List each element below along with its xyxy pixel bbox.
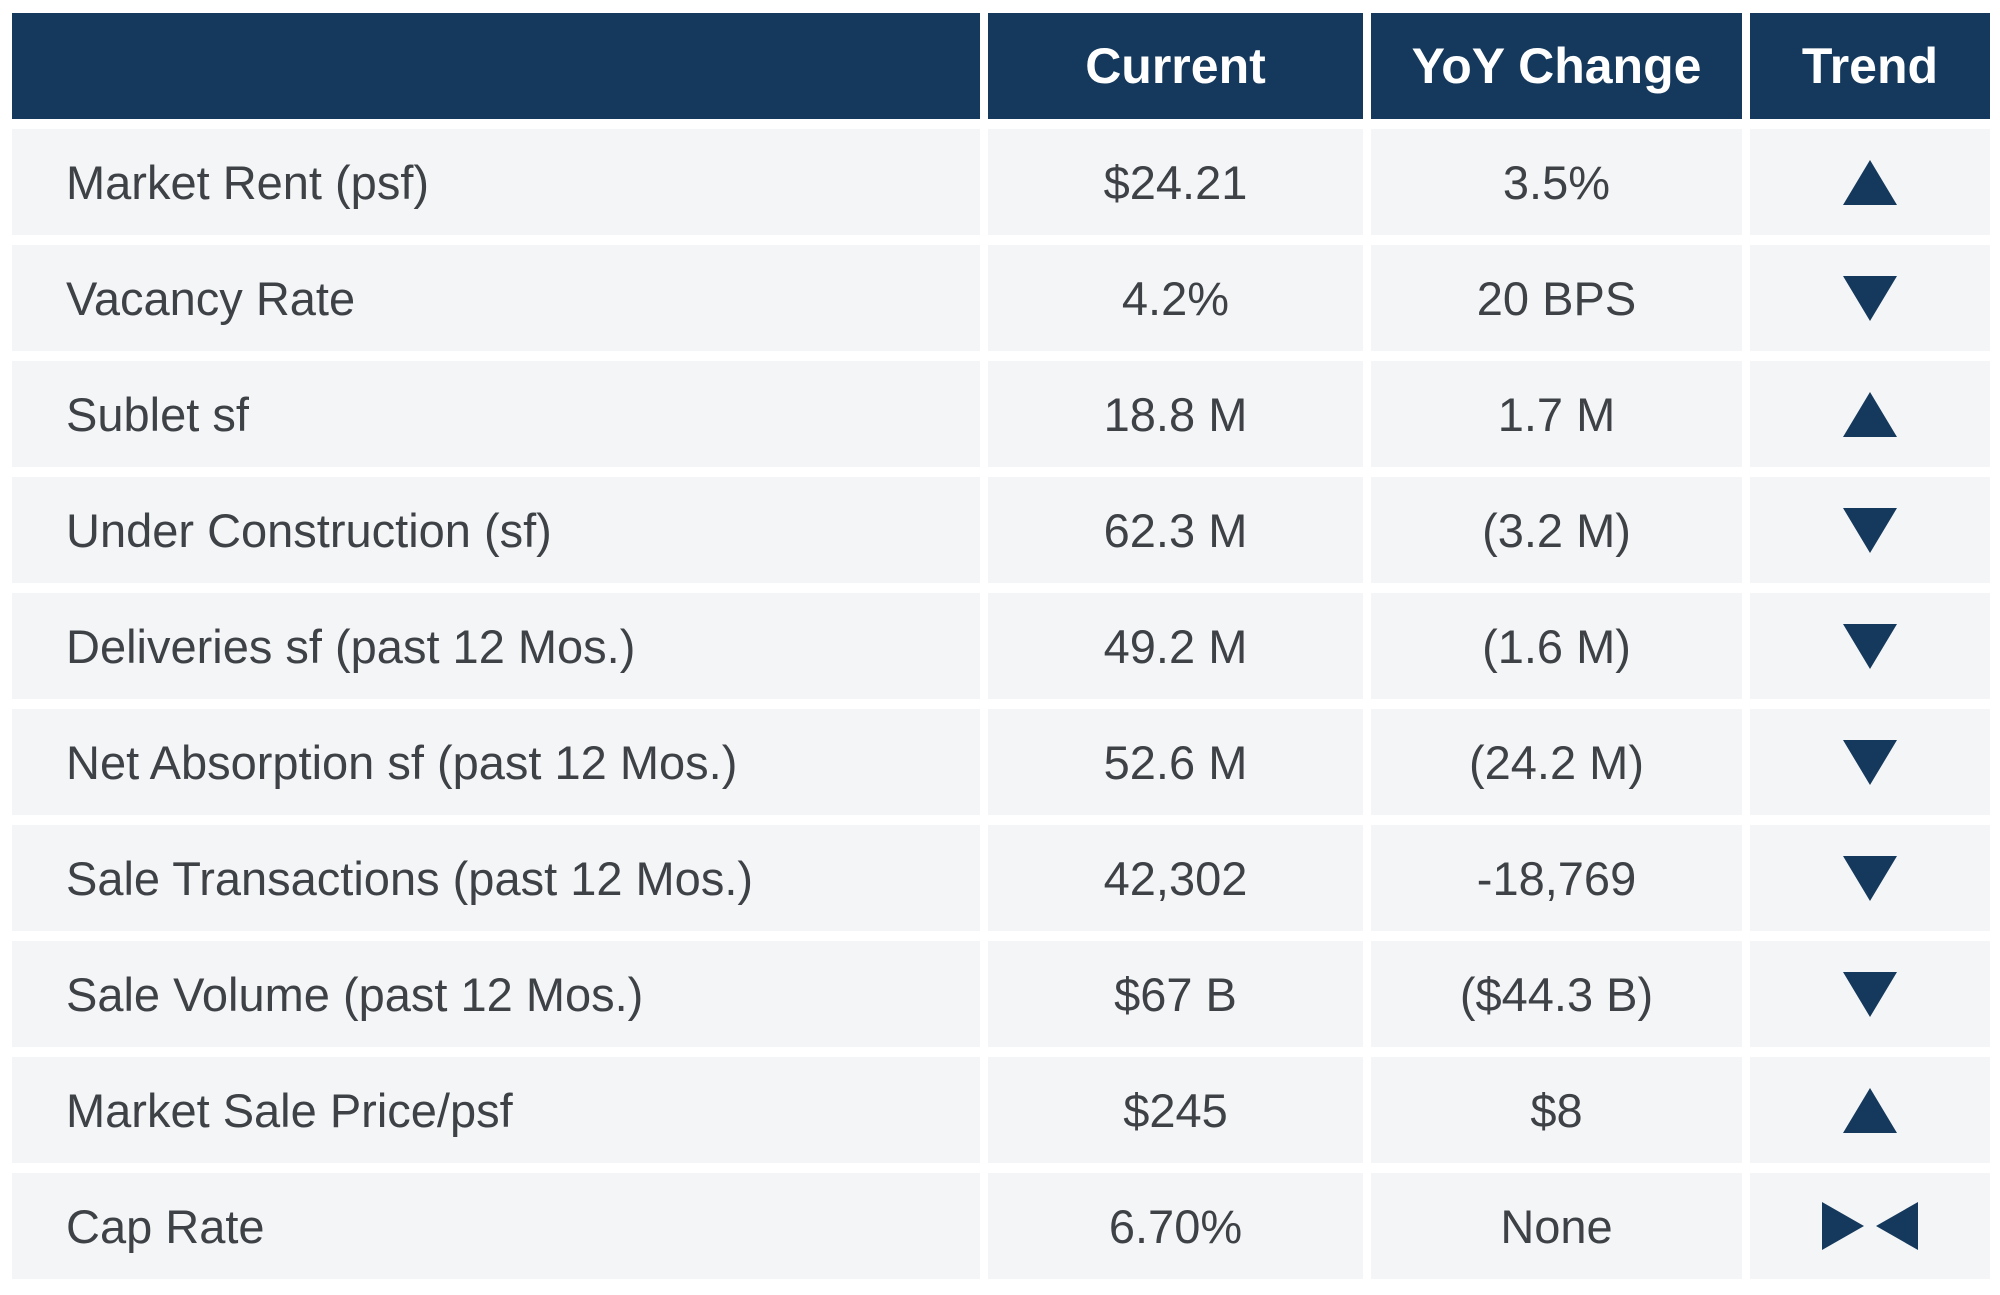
trend-cell bbox=[1750, 593, 1990, 699]
trend-flat-icon bbox=[1822, 1202, 1918, 1250]
trend-cell bbox=[1750, 477, 1990, 583]
metric-label-cell: Deliveries sf (past 12 Mos.) bbox=[12, 593, 980, 699]
trend-cell bbox=[1750, 709, 1990, 815]
current-value-cell: 18.8 M bbox=[988, 361, 1363, 467]
yoy-change-value-cell: 3.5% bbox=[1371, 129, 1742, 235]
trend-up-icon bbox=[1843, 391, 1897, 437]
trend-down-icon bbox=[1843, 275, 1897, 321]
current-value-cell: 6.70% bbox=[988, 1173, 1363, 1279]
yoy-change-value-cell: 20 BPS bbox=[1371, 245, 1742, 351]
trend-up-icon bbox=[1843, 159, 1897, 205]
trend-cell bbox=[1750, 825, 1990, 931]
metric-label-cell: Net Absorption sf (past 12 Mos.) bbox=[12, 709, 980, 815]
trend-down-icon bbox=[1843, 971, 1897, 1017]
metric-label-cell: Sale Volume (past 12 Mos.) bbox=[12, 941, 980, 1047]
trend-down-icon bbox=[1843, 739, 1897, 785]
metric-label-cell: Vacancy Rate bbox=[12, 245, 980, 351]
trend-down-icon bbox=[1843, 623, 1897, 669]
trend-cell bbox=[1750, 361, 1990, 467]
current-value-cell: $24.21 bbox=[988, 129, 1363, 235]
trend-cell bbox=[1750, 129, 1990, 235]
header-cell-trend: Trend bbox=[1750, 13, 1990, 119]
current-value-cell: 4.2% bbox=[988, 245, 1363, 351]
header-cell-metric bbox=[12, 13, 980, 119]
trend-cell bbox=[1750, 245, 1990, 351]
yoy-change-value-cell: $8 bbox=[1371, 1057, 1742, 1163]
trend-down-icon bbox=[1843, 507, 1897, 553]
trend-up-icon bbox=[1843, 1087, 1897, 1133]
trend-down-icon bbox=[1843, 855, 1897, 901]
metric-label-cell: Market Sale Price/psf bbox=[12, 1057, 980, 1163]
header-cell-current: Current bbox=[988, 13, 1363, 119]
metric-label-cell: Market Rent (psf) bbox=[12, 129, 980, 235]
metric-label-cell: Cap Rate bbox=[12, 1173, 980, 1279]
yoy-change-value-cell: (3.2 M) bbox=[1371, 477, 1742, 583]
yoy-change-value-cell: (24.2 M) bbox=[1371, 709, 1742, 815]
yoy-change-value-cell: -18,769 bbox=[1371, 825, 1742, 931]
metric-label-cell: Sublet sf bbox=[12, 361, 980, 467]
yoy-change-value-cell: None bbox=[1371, 1173, 1742, 1279]
current-value-cell: $67 B bbox=[988, 941, 1363, 1047]
trend-cell bbox=[1750, 1057, 1990, 1163]
yoy-change-value-cell: 1.7 M bbox=[1371, 361, 1742, 467]
current-value-cell: 49.2 M bbox=[988, 593, 1363, 699]
trend-cell bbox=[1750, 941, 1990, 1047]
trend-cell bbox=[1750, 1173, 1990, 1279]
current-value-cell: 62.3 M bbox=[988, 477, 1363, 583]
current-value-cell: 52.6 M bbox=[988, 709, 1363, 815]
current-value-cell: $245 bbox=[988, 1057, 1363, 1163]
right-triangle-icon bbox=[1822, 1202, 1864, 1250]
left-triangle-icon bbox=[1876, 1202, 1918, 1250]
yoy-change-value-cell: ($44.3 B) bbox=[1371, 941, 1742, 1047]
yoy-change-value-cell: (1.6 M) bbox=[1371, 593, 1742, 699]
metric-label-cell: Sale Transactions (past 12 Mos.) bbox=[12, 825, 980, 931]
current-value-cell: 42,302 bbox=[988, 825, 1363, 931]
header-cell-yoy-change: YoY Change bbox=[1371, 13, 1742, 119]
metric-label-cell: Under Construction (sf) bbox=[12, 477, 980, 583]
